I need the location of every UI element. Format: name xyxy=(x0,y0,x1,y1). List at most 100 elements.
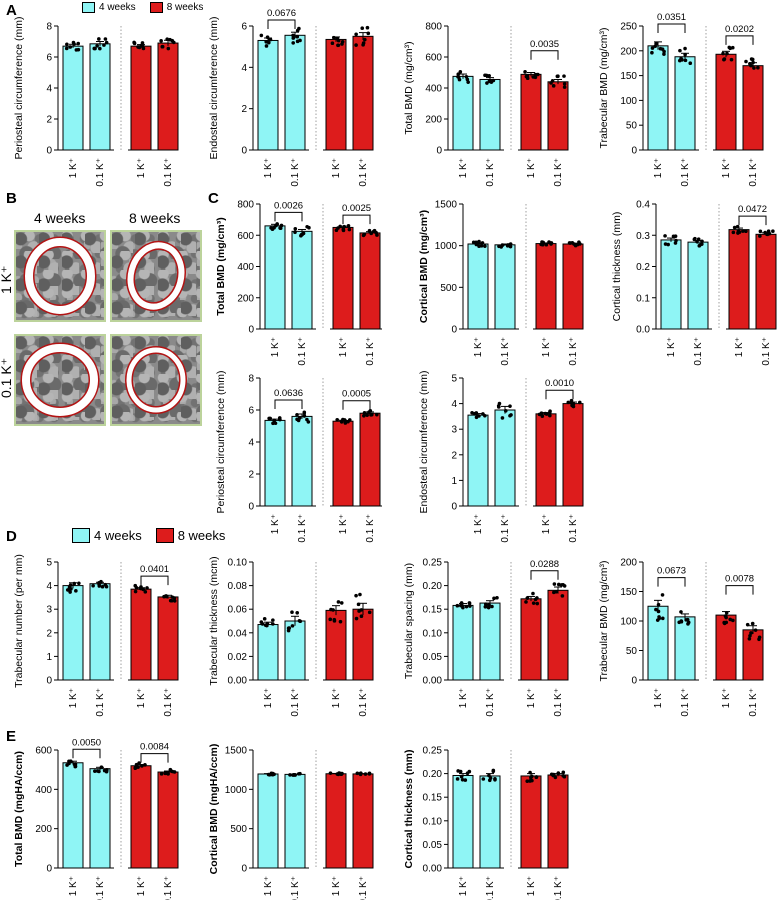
data-point xyxy=(143,763,147,767)
data-point xyxy=(455,777,460,781)
data-point xyxy=(562,85,567,89)
x-tick-label: 1 K⁺ xyxy=(526,688,537,708)
bar xyxy=(130,765,152,869)
x-tick-label: 1 K⁺ xyxy=(541,337,552,357)
y-tick-label: 2 xyxy=(46,115,52,126)
panel-letter-b: B xyxy=(6,190,17,207)
x-tick-label: 1 K⁺ xyxy=(68,158,79,178)
data-point xyxy=(752,66,756,70)
y-tick-label: 0 xyxy=(436,146,442,157)
y-tick-label: 100 xyxy=(620,96,637,107)
data-point xyxy=(302,410,307,415)
data-point xyxy=(470,410,474,415)
data-point xyxy=(744,59,748,64)
chart-e3: 0.00 0.05 0.10 0.15 0.20 0.25 Cortical thickne… xyxy=(403,746,569,900)
data-point xyxy=(92,46,97,51)
data-point xyxy=(99,579,103,584)
data-point xyxy=(562,74,566,78)
data-point xyxy=(97,769,101,774)
y-tick-label: 2 xyxy=(241,104,247,115)
x-tick-label: 1 K⁺ xyxy=(331,876,342,896)
p-value-label: 0.0288 xyxy=(530,559,559,570)
y-tick-label: 400 xyxy=(237,262,254,273)
data-point xyxy=(650,50,654,55)
data-point xyxy=(137,761,141,765)
data-point xyxy=(332,619,337,623)
p-value-label: 0.0005 xyxy=(342,389,371,400)
bone-ring-icon xyxy=(20,342,100,418)
bar xyxy=(284,773,306,869)
y-tick-label: 800 xyxy=(425,22,442,33)
micro-ct-image-01k-8w xyxy=(110,334,202,426)
data-point xyxy=(487,773,491,778)
significance-bracket xyxy=(140,575,169,586)
chart-a3: 0 200 400 600 800 Total BMD (mg/cm³) 1 K⁺ 0.1 K… xyxy=(403,22,569,187)
y-tick-label: 0.02 xyxy=(228,652,248,663)
bar xyxy=(452,774,474,869)
data-point xyxy=(367,771,372,776)
data-point xyxy=(97,37,101,41)
y-axis-label: Total BMD (mgHA/ccm) xyxy=(13,751,25,867)
y-tick-label: 500 xyxy=(230,824,247,835)
y-axis-label: Trabecular BMD (mg/cm³) xyxy=(598,28,610,149)
y-tick-label: 600 xyxy=(35,746,52,757)
data-point xyxy=(140,41,145,45)
data-point xyxy=(481,777,486,781)
bar xyxy=(89,768,111,869)
p-value-label: 0.0673 xyxy=(657,566,686,577)
data-point xyxy=(165,37,170,42)
significance-bracket xyxy=(657,577,686,587)
x-tick-label: 0.1 K⁺ xyxy=(365,514,376,543)
micro-ct-image-1k-4w xyxy=(14,230,106,322)
bar xyxy=(494,244,516,330)
significance-bracket xyxy=(657,23,686,33)
data-point xyxy=(133,766,138,771)
bar xyxy=(257,773,279,869)
y-tick-label: 800 xyxy=(237,200,254,211)
chart-a4: 0 50 100 150 200 250 Trabecular BMD (mg/cm³) 1 … xyxy=(598,12,764,187)
data-point xyxy=(367,228,372,233)
data-point xyxy=(159,39,163,43)
y-tick-label: 0 xyxy=(631,146,637,157)
x-tick-label: 0.1 K⁺ xyxy=(568,337,579,366)
data-point xyxy=(731,618,735,623)
data-point xyxy=(346,224,351,228)
data-point xyxy=(483,73,487,78)
data-point xyxy=(489,80,494,84)
data-point xyxy=(536,72,540,77)
y-tick-label: 6 xyxy=(248,406,254,417)
data-point xyxy=(758,229,763,234)
x-tick-label: 0.1 K⁺ xyxy=(485,158,496,187)
data-point xyxy=(267,772,272,777)
chart-a2: 0 2 4 6 Endosteal circumference (mm) 1 K⁺ 0.1 … xyxy=(208,8,374,187)
y-tick-label: 6 xyxy=(241,22,247,33)
bar xyxy=(562,243,584,330)
data-point xyxy=(569,398,574,403)
data-point xyxy=(540,414,545,419)
significance-bracket xyxy=(342,214,371,225)
data-point xyxy=(568,241,573,245)
data-point xyxy=(271,622,275,626)
data-point xyxy=(674,238,678,243)
data-point xyxy=(459,601,464,605)
data-point xyxy=(302,414,307,418)
data-point xyxy=(99,765,104,769)
y-tick-label: 200 xyxy=(425,115,442,126)
data-point xyxy=(170,38,175,43)
data-point xyxy=(271,421,275,426)
micro-col-label-4-weeks: 4 weeks xyxy=(34,210,86,226)
y-tick-label: 0.0 xyxy=(636,325,650,336)
data-point xyxy=(562,82,567,86)
y-tick-label: 0.06 xyxy=(228,605,248,616)
data-point xyxy=(295,412,299,417)
data-point xyxy=(137,45,142,50)
y-tick-label: 0.00 xyxy=(423,864,443,875)
data-point xyxy=(697,244,702,248)
chart-e1: 0 200 400 600 Total BMD (mgHA/ccm) 1 K⁺ 0.1 K⁺… xyxy=(13,737,179,900)
p-value-label: 0.0010 xyxy=(545,378,574,389)
x-tick-label: 0.1 K⁺ xyxy=(693,337,704,366)
data-point xyxy=(68,45,73,49)
y-tick-label: 0 xyxy=(631,676,637,687)
bar xyxy=(520,775,542,869)
bar xyxy=(660,239,682,330)
